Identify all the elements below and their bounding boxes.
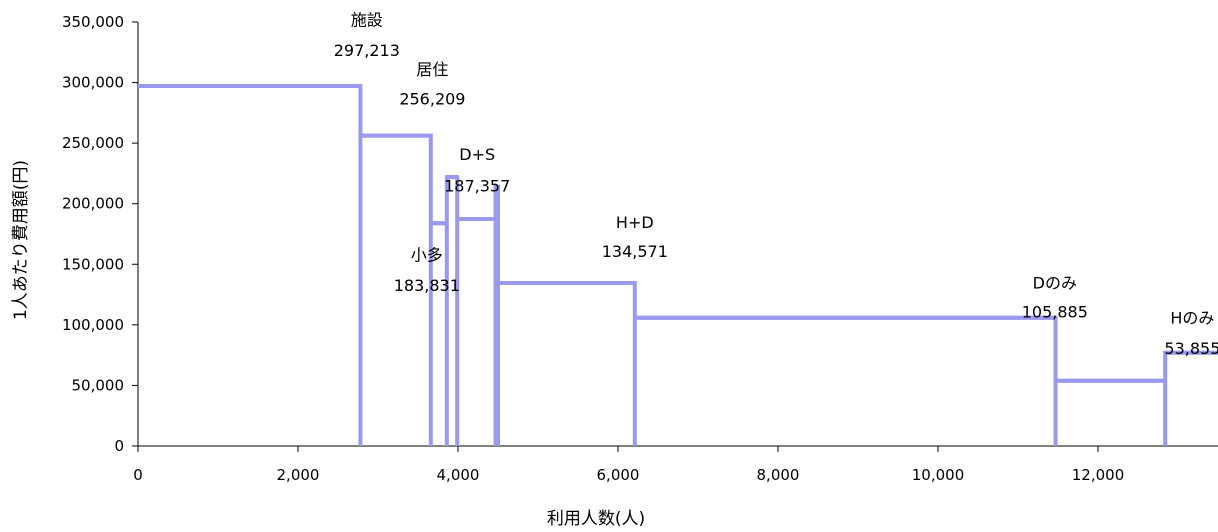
- annotation-value: 297,213: [334, 41, 400, 60]
- annotation-5: Dのみ 105,885: [1022, 273, 1088, 321]
- y-tick-label: 300,000: [62, 74, 124, 92]
- x-axis-title: 利用人数(人): [547, 509, 645, 529]
- annotation-value: 256,209: [399, 89, 465, 108]
- y-tick-label: 200,000: [62, 195, 124, 213]
- y-tick-label: 50,000: [72, 376, 125, 394]
- y-tick-label: 250,000: [62, 134, 124, 152]
- x-tick-label: 2,000: [277, 466, 320, 484]
- annotation-2: D+S 187,357: [444, 145, 510, 195]
- annotation-name: Hのみ: [1170, 309, 1214, 328]
- annotation-name: Dのみ: [1033, 273, 1077, 292]
- x-tick-label: 12,000: [1072, 466, 1125, 484]
- annotation-6: Hのみ 53,855: [1164, 309, 1218, 358]
- annotation-name: 施設: [351, 11, 383, 30]
- annotation-value: 105,885: [1022, 303, 1088, 322]
- x-tick-label: 0: [133, 466, 143, 484]
- annotation-value: 134,571: [602, 242, 668, 261]
- y-tick-label: 150,000: [62, 255, 124, 273]
- annotations: 施設 297,213 居住 256,209 D+S 187,357 小多 183,831 H+D…: [334, 11, 1218, 358]
- y-tick-label: 100,000: [62, 316, 124, 334]
- annotation-name: 小多: [411, 246, 443, 265]
- annotation-3: 小多 183,831: [394, 246, 460, 295]
- annotation-value: 183,831: [394, 276, 460, 295]
- x-tick-label: 8,000: [757, 466, 800, 484]
- annotation-value: 187,357: [444, 177, 510, 196]
- y-tick-label: 350,000: [62, 13, 124, 31]
- step-line: [138, 83, 1218, 446]
- annotation-0: 施設 297,213: [334, 11, 400, 60]
- x-tick-label: 4,000: [437, 466, 480, 484]
- annotation-4: H+D 134,571: [602, 213, 668, 261]
- step-series: [138, 83, 1218, 446]
- annotation-name: H+D: [616, 213, 654, 232]
- y-axis-title: 1人あたり費用額(円): [11, 160, 31, 320]
- annotation-value: 53,855: [1164, 339, 1218, 358]
- annotation-name: D+S: [459, 145, 495, 164]
- axes: 0 50,000 100,000 150,000 200,000 250,000 300,0…: [62, 13, 1218, 484]
- y-tick-label: 0: [114, 437, 124, 455]
- x-tick-label: 10,000: [912, 466, 965, 484]
- annotation-name: 居住: [416, 60, 448, 79]
- annotation-1: 居住 256,209: [399, 60, 465, 108]
- x-tick-label: 6,000: [597, 466, 640, 484]
